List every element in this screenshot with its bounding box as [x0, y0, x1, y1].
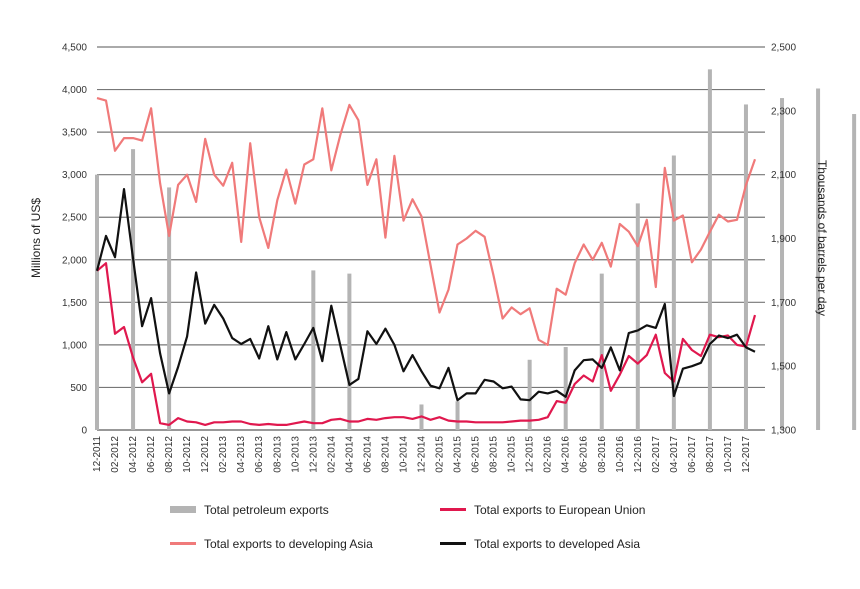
petroleum-bar — [347, 273, 352, 430]
x-tick-label: 12-2013 — [308, 436, 319, 473]
right-tick-label: 1,500 — [771, 362, 796, 373]
left-tick-label: 4,000 — [62, 85, 87, 96]
x-tick-label: 04-2014 — [344, 436, 355, 473]
x-tick-label: 02-2017 — [651, 436, 662, 473]
x-tick-label: 10-2017 — [723, 436, 734, 473]
x-tick-label: 08-2017 — [705, 436, 716, 473]
legend-label-petroleum: Total petroleum exports — [204, 503, 329, 517]
legend-swatch-petroleum — [170, 506, 196, 513]
x-tick-label: 06-2013 — [254, 436, 265, 473]
petroleum-bar — [563, 347, 568, 430]
x-tick-label: 04-2013 — [236, 436, 247, 473]
petroleum-exports-bars — [95, 69, 857, 431]
x-axis-ticks: 12-2011 02-2012 04-2012 06-2012 08-2012 10-20… — [92, 436, 752, 473]
legend-swatch-eu — [440, 508, 466, 511]
x-tick-label: 12-2012 — [200, 436, 211, 473]
left-tick-label: 3,000 — [62, 170, 87, 181]
x-tick-label: 06-2014 — [362, 436, 373, 473]
series-line-total-exports-to-developed-asia — [95, 188, 756, 402]
x-tick-label: 10-2016 — [615, 436, 626, 473]
petroleum-bar — [527, 359, 532, 430]
x-tick-label: 10-2013 — [290, 436, 301, 473]
petroleum-bar — [707, 69, 712, 430]
x-tick-label: 06-2016 — [579, 436, 590, 473]
right-tick-label: 2,300 — [771, 106, 796, 117]
x-tick-label: 04-2015 — [453, 436, 464, 473]
x-tick-label: 02-2016 — [543, 436, 554, 473]
x-tick-label: 08-2015 — [489, 436, 500, 473]
left-axis-title: Millions of US$ — [29, 198, 43, 278]
x-tick-label: 08-2014 — [380, 436, 391, 473]
right-tick-label: 1,300 — [771, 426, 796, 437]
series-line-total-exports-to-developing-asia — [96, 97, 757, 346]
x-tick-label: 08-2016 — [597, 436, 608, 473]
legend-swatch-developed-asia — [440, 542, 466, 545]
petroleum-bar — [816, 88, 821, 430]
petroleum-bar — [852, 114, 857, 431]
petroleum-bar — [743, 104, 748, 430]
left-tick-label: 0 — [81, 426, 87, 437]
x-tick-label: 04-2017 — [669, 436, 680, 473]
x-tick-label: 12-2016 — [633, 436, 644, 473]
gridlines — [97, 46, 765, 431]
right-tick-label: 2,100 — [771, 170, 796, 181]
series-lines — [95, 97, 757, 426]
left-tick-label: 4,500 — [62, 43, 87, 54]
x-tick-label: 04-2012 — [128, 436, 139, 473]
x-tick-label: 08-2013 — [272, 436, 283, 473]
x-tick-label: 06-2012 — [146, 436, 157, 473]
left-tick-label: 1,500 — [62, 298, 87, 309]
right-tick-label: 1,900 — [771, 234, 796, 245]
right-axis-title: Thousands of barrels per day — [815, 160, 829, 316]
x-tick-label: 02-2012 — [110, 436, 121, 473]
x-tick-label: 10-2012 — [182, 436, 193, 473]
x-tick-label: 06-2015 — [471, 436, 482, 473]
x-tick-label: 10-2014 — [398, 436, 409, 473]
x-tick-label: 12-2014 — [416, 436, 427, 473]
petroleum-bar — [635, 203, 640, 430]
right-tick-label: 1,700 — [771, 298, 796, 309]
petroleum-bar — [131, 149, 136, 430]
petroleum-bar — [311, 270, 316, 430]
series-line-total-exports-to-european-union — [96, 262, 757, 426]
left-tick-label: 2,500 — [62, 213, 87, 224]
x-tick-label: 02-2015 — [435, 436, 446, 473]
legend-swatch-developing-asia — [170, 542, 196, 545]
petroleum-bar — [95, 174, 99, 430]
left-tick-label: 1,000 — [62, 340, 87, 351]
left-tick-label: 2,000 — [62, 255, 87, 266]
petroleum-bar — [455, 401, 460, 430]
petroleum-bar — [167, 187, 172, 430]
x-tick-label: 12-2011 — [92, 436, 103, 472]
x-tick-label: 12-2015 — [525, 436, 536, 473]
x-tick-label: 08-2012 — [164, 436, 175, 473]
petroleum-bar — [671, 155, 676, 430]
x-tick-label: 12-2017 — [741, 436, 752, 473]
x-tick-label: 04-2016 — [561, 436, 572, 473]
x-tick-label: 06-2017 — [687, 436, 698, 473]
legend-label-eu: Total exports to European Union — [474, 503, 645, 517]
legend: Total petroleum exports Total exports to… — [170, 503, 645, 551]
x-tick-label: 10-2015 — [507, 436, 518, 473]
petroleum-bar — [780, 98, 785, 431]
legend-label-developing-asia: Total exports to developing Asia — [204, 537, 373, 551]
right-axis-ticks: 1,300 1,500 1,700 1,900 2,100 2,300 2,500 — [771, 43, 796, 437]
petroleum-bar — [599, 273, 604, 430]
right-tick-label: 2,500 — [771, 43, 796, 54]
left-axis-ticks: 0 500 1,000 1,500 2,000 2,500 3,000 3,500 4,000 4… — [62, 43, 87, 437]
left-tick-label: 3,500 — [62, 128, 87, 139]
left-tick-label: 500 — [70, 383, 87, 394]
legend-label-developed-asia: Total exports to developed Asia — [474, 537, 640, 551]
x-tick-label: 02-2014 — [326, 436, 337, 473]
x-tick-label: 02-2013 — [218, 436, 229, 473]
